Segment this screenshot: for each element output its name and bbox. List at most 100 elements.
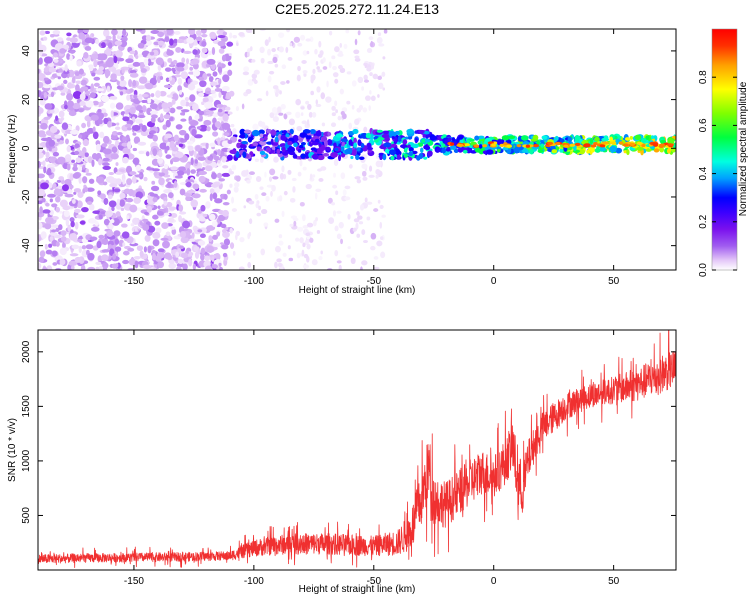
spectrogram-cell — [407, 144, 411, 149]
spectrogram-cell — [363, 74, 368, 81]
spectrogram-cell — [69, 184, 74, 189]
spectrogram-cell — [315, 130, 322, 137]
spectrogram-cell — [321, 122, 326, 127]
spectrogram-cell — [615, 147, 623, 154]
spectrogram-cell — [382, 56, 386, 60]
spectrogram-cell — [113, 188, 121, 193]
spectrogram-cell — [200, 253, 205, 261]
spectrogram-cell — [338, 264, 342, 270]
spectrogram-cell — [171, 146, 179, 152]
spectrogram-cell — [131, 175, 137, 184]
snr-panel: -150 -100 -50 0 50 500 1000 1500 2000 Height of… — [7, 329, 677, 595]
spectrogram-cell — [350, 155, 354, 160]
spectrogram-cell — [246, 179, 251, 184]
spectrogram-cell — [338, 64, 343, 70]
spectrogram-cell — [42, 85, 51, 89]
spectrogram-cell — [255, 176, 262, 182]
spectrogram-cell — [227, 139, 233, 145]
spectrogram-cell — [299, 201, 305, 207]
spectrogram-cell — [198, 76, 205, 81]
spectrogram-cell — [141, 124, 147, 132]
spectrogram-cell — [114, 40, 123, 46]
spectrogram-cell — [339, 43, 342, 48]
spectrogram-cell — [138, 123, 143, 128]
spectrogram-cell — [157, 31, 165, 38]
spectrogram-cell — [66, 189, 73, 194]
spectrogram-cell — [332, 72, 339, 78]
spectrogram-cell — [380, 236, 384, 241]
spectrogram-cell — [366, 48, 373, 54]
spectrogram-cell — [106, 121, 113, 128]
spectrogram-cell — [309, 128, 316, 135]
spectrogram-y-tick-label: 0 — [21, 145, 32, 151]
spectrogram-cell — [138, 109, 144, 113]
spectrogram-cell — [383, 29, 388, 34]
spectrogram-cell — [122, 178, 126, 185]
spectrogram-cell — [445, 147, 451, 152]
spectrogram-cell — [249, 218, 253, 225]
spectrogram-cell — [360, 266, 363, 270]
spectrogram-cell — [411, 143, 420, 149]
spectrogram-cell — [286, 80, 290, 84]
spectrogram-cell — [205, 111, 214, 115]
spectrogram-cell — [344, 196, 351, 201]
spectrogram-cell — [209, 193, 213, 202]
spectrogram-cell — [318, 256, 323, 261]
spectrogram-cell — [143, 176, 148, 182]
spectrogram-cell — [190, 169, 196, 174]
spectrogram-cell — [346, 71, 352, 75]
spectrogram-cell — [53, 58, 59, 63]
spectrogram-cell — [532, 144, 539, 148]
spectrogram-cell — [75, 80, 82, 85]
spectrogram-cell — [618, 141, 624, 145]
spectrogram-cell — [142, 224, 150, 231]
spectrogram-cell — [189, 66, 194, 71]
spectrogram-cell — [168, 262, 177, 269]
spectrogram-cell — [326, 139, 333, 146]
spectrogram-cell — [355, 222, 359, 230]
snr-x-label: Height of straight line (km) — [299, 584, 416, 595]
spectrogram-cell — [43, 56, 53, 64]
spectrogram-cell — [229, 149, 237, 155]
spectrogram-cell — [259, 133, 264, 138]
spectrogram-cell — [149, 77, 157, 86]
spectrogram-cell — [103, 197, 109, 205]
spectrogram-cell — [338, 154, 342, 162]
spectrogram-cell — [340, 110, 345, 116]
spectrogram-cell — [179, 245, 185, 250]
spectrogram-cell — [43, 77, 49, 81]
spectrogram-cell — [223, 238, 231, 246]
spectrogram-cell — [232, 128, 237, 135]
spectrogram-cell — [381, 214, 386, 218]
spectrogram-cell — [594, 136, 600, 142]
spectrogram-cell — [201, 101, 205, 106]
spectrogram-cell — [346, 100, 351, 105]
spectrogram-cell — [248, 200, 255, 205]
spectrogram-cell — [172, 93, 179, 101]
spectrogram-cell — [547, 141, 554, 146]
spectrogram-cell — [163, 174, 171, 178]
spectrogram-cell — [126, 109, 132, 113]
spectrogram-cell — [269, 70, 275, 75]
spectrogram-cell — [119, 192, 126, 199]
spectrogram-cell — [362, 176, 368, 181]
spectrogram-cell — [95, 38, 100, 45]
spectrogram-cell — [157, 261, 164, 269]
spectrogram-cell — [361, 260, 368, 266]
spectrogram-cell — [375, 160, 382, 168]
spectrogram-cell — [246, 252, 252, 259]
spectrogram-cell — [252, 123, 259, 131]
spectrogram-cell — [206, 73, 212, 77]
spectrogram-cell — [247, 136, 253, 143]
spectrogram-panel: -150 -100 -50 0 50 -40 -20 0 20 40 Height of str… — [7, 28, 677, 296]
spectrogram-cell — [293, 142, 298, 148]
spectrogram-cell — [315, 188, 322, 192]
spectrogram-cell — [52, 30, 61, 35]
spectrogram-cell — [65, 138, 69, 145]
spectrogram-cell — [40, 137, 50, 142]
spectrogram-cell — [191, 193, 201, 199]
spectrogram-cell — [64, 104, 68, 110]
spectrogram-cell — [143, 58, 149, 66]
spectrogram-cell — [332, 210, 337, 217]
spectrogram-cell — [363, 79, 370, 83]
